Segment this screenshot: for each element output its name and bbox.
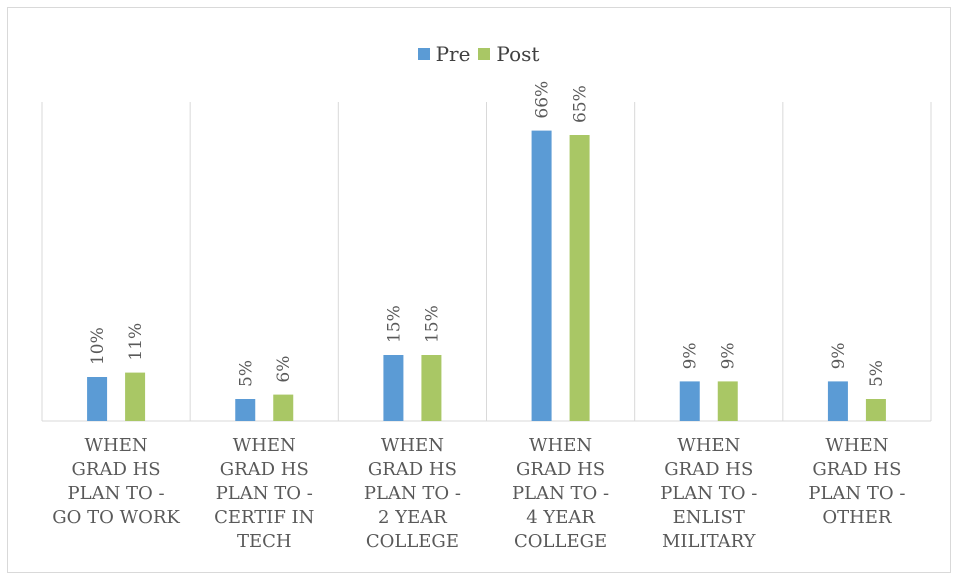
category-label-line: GRAD HS <box>367 459 457 480</box>
category-label-5: WHEN GRAD HS PLAN TO - OTHER <box>787 434 927 530</box>
bar-pre-2 <box>383 355 404 421</box>
category-label-line: MILITARY <box>661 531 756 552</box>
category-label-line: PLAN TO - <box>215 483 313 504</box>
bar-post-2 <box>421 355 442 421</box>
category-label-3: WHEN GRAD HS PLAN TO - 4 YEAR COLLEGE <box>491 434 631 554</box>
category-label-line: GRAD HS <box>71 459 161 480</box>
legend-swatch-pre <box>417 48 430 60</box>
category-label-line: WHEN <box>232 435 296 456</box>
legend-item-pre: Pre <box>417 42 471 66</box>
category-label-line: 2 YEAR <box>378 507 447 528</box>
legend-item-post: Post <box>478 42 539 66</box>
category-label-4: WHEN GRAD HS PLAN TO - ENLIST MILITARY <box>639 434 779 554</box>
data-label-post-1: 6% <box>274 356 294 383</box>
bar-post-3 <box>569 135 590 421</box>
category-label-line: CERTIF IN <box>214 507 315 528</box>
bar-pre-1 <box>235 399 256 421</box>
category-label-0: WHEN GRAD HS PLAN TO - GO TO WORK <box>46 434 186 530</box>
legend: Pre Post <box>0 42 957 66</box>
category-label-line: PLAN TO - <box>363 483 461 504</box>
bar-pre-0 <box>87 377 108 421</box>
data-label-pre-5: 9% <box>829 342 849 369</box>
bar-post-0 <box>125 372 146 421</box>
category-label-line: PLAN TO - <box>67 483 165 504</box>
category-label-line: ENLIST <box>672 507 745 528</box>
category-label-line: PLAN TO - <box>808 483 906 504</box>
category-label-2: WHEN GRAD HS PLAN TO - 2 YEAR COLLEGE <box>342 434 482 554</box>
bar-pre-4 <box>679 381 700 421</box>
category-label-line: GO TO WORK <box>52 507 180 528</box>
category-label-line: OTHER <box>822 507 892 528</box>
data-label-post-3: 65% <box>571 85 591 123</box>
data-label-pre-2: 15% <box>384 305 404 343</box>
category-label-line: TECH <box>236 531 292 552</box>
data-label-pre-0: 10% <box>88 327 108 365</box>
legend-swatch-post <box>478 48 491 60</box>
legend-label-post: Post <box>496 42 540 66</box>
category-label-1: WHEN GRAD HS PLAN TO - CERTIF IN TECH <box>194 434 334 554</box>
category-label-line: GRAD HS <box>219 459 309 480</box>
data-label-pre-1: 5% <box>236 360 256 387</box>
data-label-post-4: 9% <box>719 342 739 369</box>
category-label-line: WHEN <box>529 435 593 456</box>
data-label-pre-3: 66% <box>533 81 553 119</box>
category-label-line: PLAN TO - <box>660 483 758 504</box>
category-label-line: GRAD HS <box>664 459 754 480</box>
bar-post-5 <box>865 399 886 421</box>
category-label-line: COLLEGE <box>514 531 608 552</box>
data-label-post-5: 5% <box>867 360 887 387</box>
category-label-line: 4 YEAR <box>526 507 595 528</box>
category-label-line: GRAD HS <box>812 459 902 480</box>
category-label-line: WHEN <box>677 435 741 456</box>
data-label-post-2: 15% <box>422 305 442 343</box>
category-label-line: COLLEGE <box>365 531 459 552</box>
category-label-line: WHEN <box>380 435 444 456</box>
bar-pre-5 <box>827 381 848 421</box>
chart-area <box>7 7 951 573</box>
bar-post-4 <box>717 381 738 421</box>
category-label-line: PLAN TO - <box>512 483 610 504</box>
category-label-line: WHEN <box>84 435 148 456</box>
bar-post-1 <box>273 394 294 421</box>
category-label-line: GRAD HS <box>516 459 606 480</box>
data-label-post-0: 11% <box>126 323 146 361</box>
legend-label-pre: Pre <box>435 42 471 66</box>
bar-pre-3 <box>531 130 552 421</box>
category-label-line: WHEN <box>825 435 889 456</box>
data-label-pre-4: 9% <box>681 342 701 369</box>
